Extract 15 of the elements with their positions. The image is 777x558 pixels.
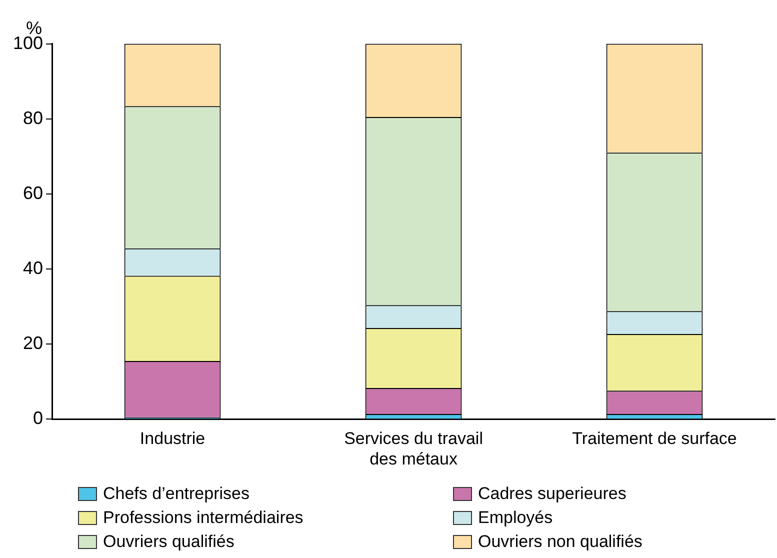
y-tick-label: 60 <box>23 182 44 203</box>
x-tick-label: Industrie <box>140 429 206 448</box>
x-tick-label: Services du travail des métaux <box>344 429 483 468</box>
legend-label: Cadres superieures <box>478 484 626 504</box>
y-tick-label: 0 <box>33 408 44 428</box>
legend-label: Ouvriers qualifiés <box>103 532 234 552</box>
legend-label: Professions intermédiaires <box>103 508 304 528</box>
y-tick-label: 80 <box>23 108 44 128</box>
y-tick-label: 100 <box>12 32 44 53</box>
legend-label: Ouvriers non qualifiés <box>478 532 642 552</box>
y-tick-label: 20 <box>23 333 44 354</box>
x-tick-label: Traitement de surface <box>572 429 737 448</box>
legend-label: Employés <box>478 508 553 528</box>
y-tick-label: 40 <box>23 258 44 278</box>
legend-label: Chefs d’entreprises <box>103 484 250 504</box>
